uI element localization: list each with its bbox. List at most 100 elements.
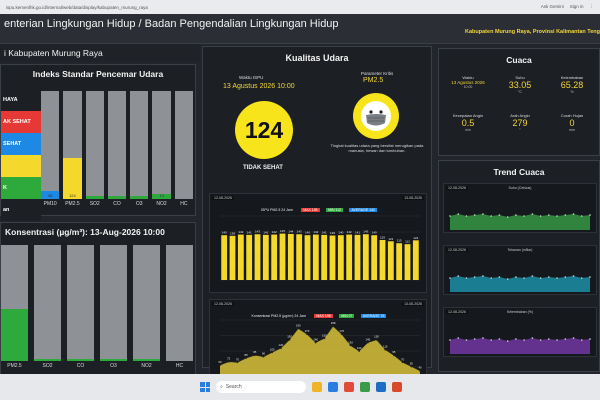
trend-point <box>482 275 484 277</box>
cuaca-cell-value: 279 <box>512 118 528 128</box>
konsentrasi-point <box>262 355 265 358</box>
trend-point <box>449 339 451 341</box>
cuaca-cell: Curah Hujan 0 mm <box>547 113 597 132</box>
konsentrasi-point <box>366 341 369 344</box>
trend-point <box>580 277 583 279</box>
trend-point <box>564 338 567 340</box>
konsentrasi-point-label: 150 <box>374 335 379 339</box>
ispu-bar-value: 48 <box>47 193 53 198</box>
cuaca-cell-value: 13 Agustus 2026 <box>451 80 485 85</box>
trend-chart-title: Suhu (Celsius) <box>508 186 532 190</box>
word-icon[interactable] <box>376 382 386 392</box>
trend-point <box>515 214 517 216</box>
ispu-24h-chart: 12-08-2026 13-08-2026 ISPU PM2.5 24 Jam … <box>209 193 427 293</box>
trend-point <box>548 338 550 340</box>
cuaca-title: Cuaca <box>506 55 532 65</box>
konsentrasi-point-label: 55 <box>410 362 414 366</box>
cuaca-cell-unit: m/s <box>465 128 471 132</box>
legend-item: AK SEHAT <box>1 111 41 133</box>
edge-icon[interactable] <box>328 382 338 392</box>
ispu-hour-bar <box>304 235 311 280</box>
legend-item: SEHAT <box>1 133 41 155</box>
ispu-hour-bar <box>346 234 353 280</box>
trend-point <box>556 215 558 217</box>
search-icon: ⌕ <box>220 384 223 390</box>
konsentrasi-point <box>314 341 317 344</box>
trend-point <box>473 338 476 340</box>
menu-icon[interactable]: ⋮ <box>589 4 595 9</box>
taskbar-search[interactable]: ⌕ Search <box>216 381 306 393</box>
ispu-panel: Indeks Standar Pencemar Udara HAYA AK SEH… <box>0 64 196 221</box>
store-icon[interactable] <box>360 382 370 392</box>
tool-signin[interactable]: Sign in <box>569 4 584 9</box>
trend-point <box>572 337 575 339</box>
ispu-hour-label: 142 <box>347 230 352 234</box>
konsentrasi-point <box>332 325 334 328</box>
chart1-avg: AVERAGE 142 <box>349 208 377 212</box>
ispu-bar-fill <box>130 195 149 199</box>
trend-chart-date: 12-08-2026 <box>446 310 468 314</box>
trend-point <box>548 214 550 216</box>
konsentrasi-point-label: 170 <box>305 329 310 333</box>
ispu-hour-bar <box>404 244 411 280</box>
chrome-icon[interactable] <box>344 382 354 392</box>
konsentrasi-point <box>245 357 247 359</box>
trend-point <box>564 276 567 278</box>
trend-point <box>490 215 492 217</box>
browser-address-bar[interactable]: ispu.kemenlhk.go.id/internal/web/data/di… <box>0 0 600 14</box>
cuaca-cell-label: Waktu <box>462 75 474 80</box>
trend-point <box>539 277 542 279</box>
ispu-bar-value: 124 <box>69 193 76 198</box>
ispu-bar: 124 <box>63 91 82 199</box>
trend-point <box>490 277 492 279</box>
mask-face-icon <box>353 93 399 139</box>
konsentrasi-point <box>227 360 230 363</box>
app-icon[interactable] <box>392 382 402 392</box>
trend-area <box>450 276 590 292</box>
ispu-hour-label: 142 <box>238 230 243 234</box>
konsentrasi-point-label: 150 <box>287 335 292 339</box>
konsentrasi-point <box>279 347 282 350</box>
ispu-hour-label: 143 <box>297 230 302 234</box>
ispu-value: 124 <box>244 116 284 143</box>
trend-point <box>457 275 460 277</box>
ispu-hour-bar <box>354 234 361 280</box>
konsentrasi-bar <box>34 245 61 361</box>
ispu-bars: 48 124 13 <box>41 91 193 199</box>
ispu-hour-label: 145 <box>280 229 285 233</box>
ispu-hour-label: 141 <box>322 230 327 234</box>
ispu-date: 13 Agustus 2026 10:00 <box>223 83 295 90</box>
chart2-max: MAX 198 <box>314 314 333 318</box>
trend-point <box>473 214 476 216</box>
tool-ask[interactable]: Ask Gemini <box>540 4 564 9</box>
konsentrasi-point <box>323 337 326 340</box>
ispu-hour-label: 139 <box>330 231 335 235</box>
trend-point <box>506 216 509 218</box>
konsentrasi-title: Konsentrasi (µg/m³): 13-Aug-2026 10:00 <box>5 227 165 237</box>
konsentrasi-bar-fill <box>133 358 160 361</box>
url-text[interactable]: ispu.kemenlhk.go.id/internal/web/data/di… <box>6 4 148 10</box>
ispu-hour-label: 124 <box>413 236 418 240</box>
chart2-date-right: 13-08-2026 <box>402 302 424 306</box>
konsentrasi-bar-fill <box>1 308 28 361</box>
windows-start-icon[interactable] <box>200 382 210 392</box>
trend-chart: Kelembaban (%) 12-08-2026 <box>443 307 597 357</box>
trend-point <box>589 276 591 278</box>
file-explorer-icon[interactable] <box>312 382 322 392</box>
trend-point <box>515 276 517 278</box>
page-header: enterian Lingkungan Hidup / Badan Pengen… <box>0 14 600 44</box>
cuaca-cell: Suhu 33.05 °C <box>495 75 545 94</box>
konsentrasi-point-label: 40 <box>418 366 422 370</box>
trend-point <box>580 339 583 341</box>
ispu-xlabel: O3 <box>135 201 143 207</box>
ispu-hour-label: 125 <box>380 236 385 240</box>
ispu-bar-fill <box>107 195 127 199</box>
trend-point <box>556 277 558 279</box>
chart1-date-left: 12-08-2026 <box>212 196 234 200</box>
trend-point <box>465 339 468 341</box>
ispu-bar: 48 <box>41 91 60 199</box>
konsentrasi-bar <box>1 245 28 361</box>
konsentrasi-point <box>288 338 291 341</box>
trend-point <box>449 277 451 279</box>
